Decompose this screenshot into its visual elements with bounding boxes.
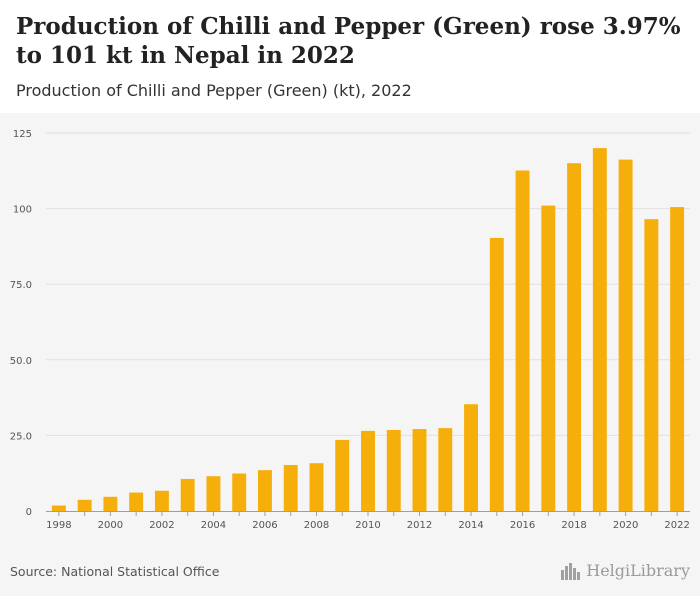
bar-2007 <box>283 465 298 511</box>
bar-2004 <box>206 476 221 511</box>
bar-2016 <box>515 170 530 511</box>
source-note: Source: National Statistical Office <box>10 564 220 579</box>
x-tick-label: 1998 <box>46 520 71 531</box>
grid-lines <box>46 132 690 436</box>
y-tick-label: 125 <box>13 129 32 140</box>
x-tick-label: 2008 <box>304 520 329 531</box>
chart-subtitle: Production of Chilli and Pepper (Green) … <box>16 81 412 100</box>
bar-2005 <box>232 473 247 511</box>
skyline-icon <box>561 562 581 580</box>
bar-2019 <box>592 148 607 511</box>
bar-2022 <box>670 207 685 511</box>
bar-2017 <box>541 205 556 511</box>
y-tick-label: 100 <box>13 205 32 216</box>
bar-chart: 1998 2000 2002 2004 2006 2008 2010 2012 2014 2016… <box>10 129 690 531</box>
y-tick-label: 75.0 <box>10 280 32 291</box>
helgilibrary-logo: HelgiLibrary <box>560 561 690 580</box>
bars <box>51 148 685 512</box>
bar-2009 <box>335 439 350 511</box>
bar-2003 <box>180 478 195 511</box>
bar-1999 <box>77 499 92 511</box>
chart-panel <box>0 113 700 558</box>
chart-footer <box>0 558 700 596</box>
bar-2018 <box>567 163 582 512</box>
y-axis-ticks: 0 25.0 50.0 75.0 100 125 <box>10 129 32 518</box>
y-tick-label: 50.0 <box>10 356 32 367</box>
bar-2012 <box>412 429 427 511</box>
bar-2000 <box>103 496 118 511</box>
bar-2002 <box>154 490 169 511</box>
x-tick-label: 2002 <box>149 520 174 531</box>
x-tick-label: 2018 <box>561 520 586 531</box>
x-axis-ticks: 1998 2000 2002 2004 2006 2008 2010 2012 2014 2016… <box>46 511 690 531</box>
bar-2008 <box>309 463 324 511</box>
x-tick-label: 2004 <box>201 520 226 531</box>
x-tick-label: 2012 <box>407 520 432 531</box>
bar-2006 <box>258 470 272 511</box>
chart-title: Production of Chilli and Pepper (Green) … <box>16 13 681 69</box>
bar-2001 <box>129 492 144 511</box>
x-tick-label: 2016 <box>510 520 535 531</box>
y-tick-label: 25.0 <box>10 431 32 442</box>
logo-text: HelgiLibrary <box>586 561 690 580</box>
x-tick-label: 2000 <box>98 520 123 531</box>
bar-2020 <box>618 159 633 511</box>
bar-2011 <box>386 429 401 511</box>
bar-2021 <box>644 219 659 511</box>
x-tick-label: 2014 <box>458 520 483 531</box>
bar-2010 <box>361 430 375 511</box>
x-tick-label: 2010 <box>355 520 380 531</box>
bar-2013 <box>438 428 453 511</box>
bar-2014 <box>464 404 478 511</box>
x-tick-label: 2022 <box>664 520 689 531</box>
y-tick-label: 0 <box>26 507 32 518</box>
chart-header: Production of Chilli and Pepper (Green) … <box>0 0 700 113</box>
bar-2015 <box>489 237 504 511</box>
x-tick-label: 2006 <box>252 520 277 531</box>
bar-1998 <box>51 505 66 511</box>
x-tick-label: 2020 <box>613 520 638 531</box>
